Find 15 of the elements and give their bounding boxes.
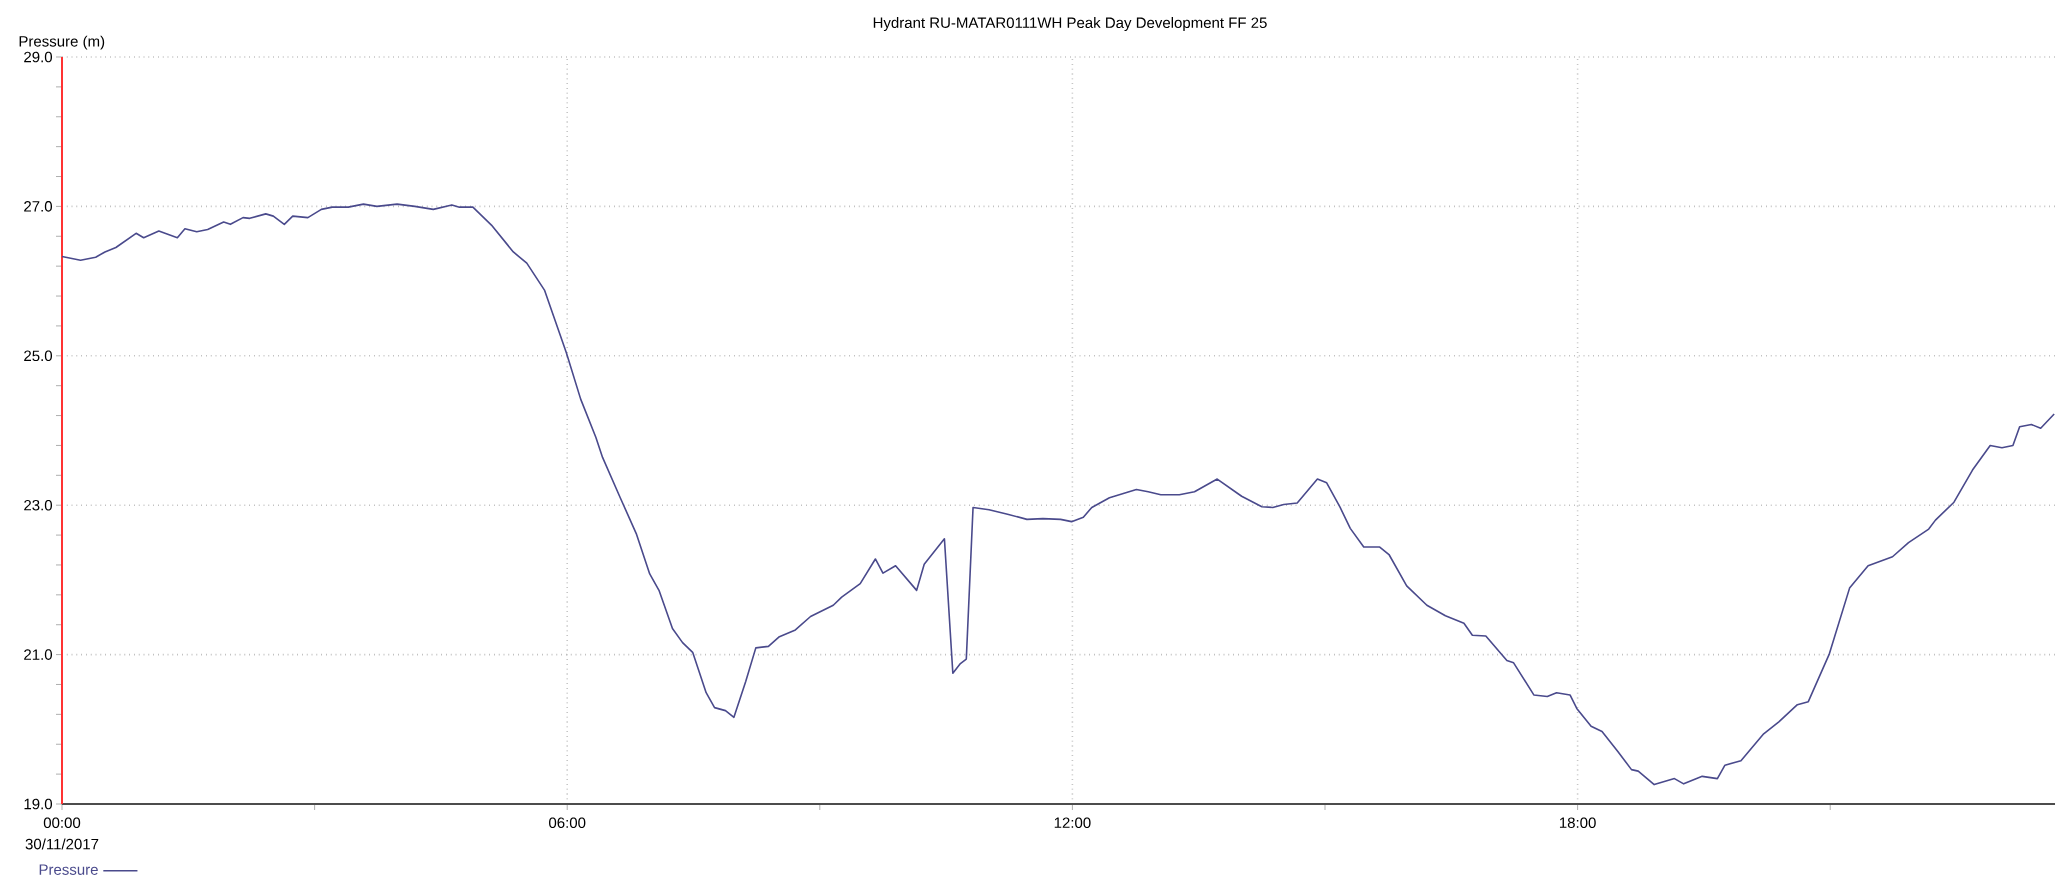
- y-tick-label: 27.0: [24, 201, 53, 212]
- y-tick-label: 25.0: [24, 350, 53, 362]
- chart-title: Hydrant RU-MATAR0111WH Peak Day Development FF 25: [873, 17, 1267, 31]
- x-tick-label: 06:00: [549, 817, 586, 829]
- x-tick-label: 12:00: [1054, 817, 1091, 829]
- y-tick-label: 21.0: [24, 649, 53, 660]
- text: 30/11/2017: [25, 838, 99, 850]
- legend-label: Pressure: [39, 864, 98, 875]
- line-series: [61, 203, 2055, 786]
- y-tick-label: 29.0: [24, 51, 53, 63]
- x-tick-label: 00:00: [43, 817, 81, 829]
- y-axis-title: Pressure (m): [19, 35, 105, 50]
- y-tick-label: 23.0: [24, 499, 53, 511]
- y-tick-label: 19.0: [24, 798, 53, 810]
- x-tick-label: 18:00: [1559, 817, 1596, 829]
